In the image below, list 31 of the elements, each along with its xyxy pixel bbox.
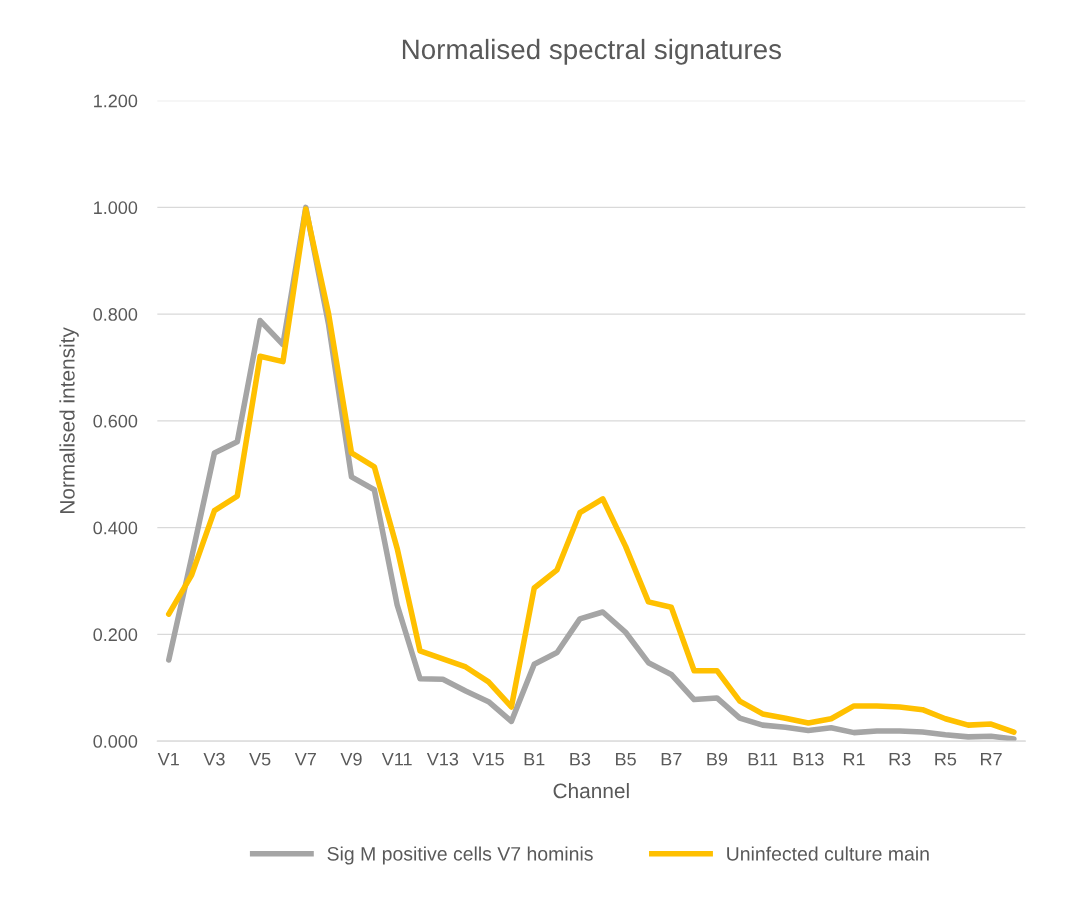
- x-tick-label: R7: [981, 752, 1002, 766]
- x-tick-label: R1: [843, 752, 865, 766]
- y-tick-label: 0.200: [93, 628, 138, 642]
- x-tick-label: V5: [249, 752, 271, 766]
- y-tick-label: 0.600: [93, 414, 138, 428]
- x-tick-label: B9: [707, 752, 728, 766]
- legend-label: Uninfected culture main: [727, 846, 929, 861]
- x-tick-label: V11: [381, 752, 412, 766]
- y-axis-title: Normalised intensity: [59, 327, 79, 513]
- x-axis-title: Channel: [553, 782, 629, 799]
- x-tick-label: V3: [203, 752, 225, 766]
- y-tick-label: 1.000: [94, 201, 138, 215]
- x-tick-label: B5: [616, 752, 636, 766]
- x-tick-label: B7: [661, 752, 682, 766]
- x-tick-label: V13: [426, 752, 459, 766]
- x-tick-label: V7: [294, 752, 316, 766]
- x-tick-label: R3: [889, 752, 911, 766]
- legend-label: Sig M positive cells V7 hominis: [327, 846, 593, 865]
- y-tick-label: 0.800: [93, 308, 138, 321]
- x-tick-label: V9: [340, 752, 362, 766]
- x-tick-label: B1: [524, 752, 545, 766]
- x-tick-label: R5: [935, 752, 957, 766]
- x-tick-label: B13: [793, 752, 824, 766]
- x-tick-label: B3: [570, 752, 591, 766]
- x-tick-label: V15: [472, 752, 504, 766]
- y-tick-label: 0.000: [93, 735, 138, 748]
- y-tick-label: 0.400: [93, 521, 138, 535]
- chart-title: Normalised spectral signatures: [402, 38, 781, 65]
- y-tick-label: 1.200: [94, 94, 138, 108]
- x-tick-label: V1: [157, 752, 179, 766]
- x-tick-label: B11: [748, 752, 778, 766]
